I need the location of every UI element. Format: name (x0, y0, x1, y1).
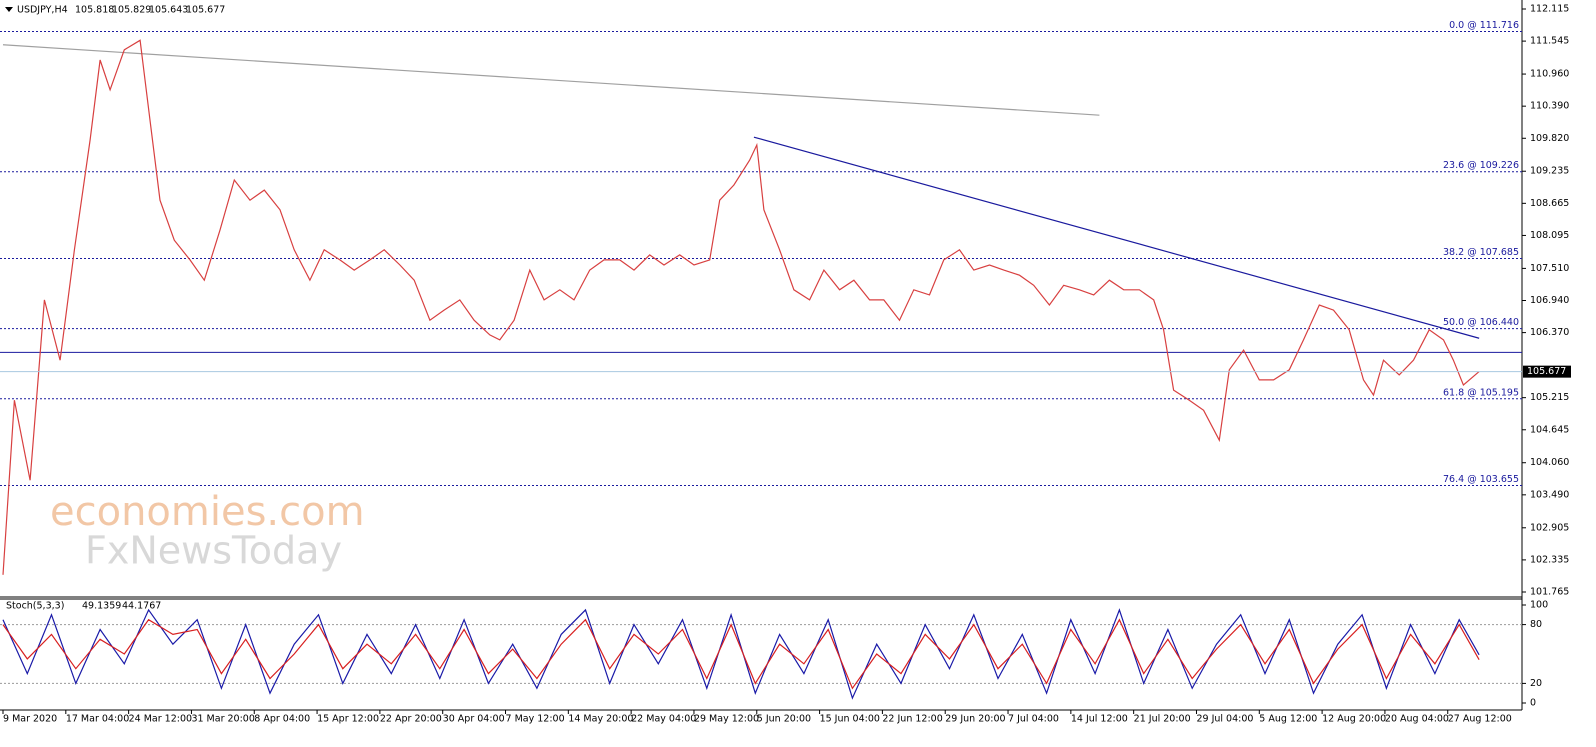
level-label: 61.8 @ 105.195 (1443, 387, 1519, 398)
y-tick-label: 102.905 (1530, 522, 1569, 533)
y-tick-label: 0 (1530, 698, 1536, 709)
x-tick-label: 27 Aug 12:00 (1448, 714, 1512, 725)
y-tick-label: 80 (1530, 619, 1542, 630)
x-tick-label: 5 Jun 20:00 (757, 714, 811, 725)
y-tick-label: 110.390 (1530, 101, 1569, 112)
y-tick-label: 108.095 (1530, 230, 1569, 241)
y-tick-label: 20 (1530, 678, 1542, 689)
x-tick-label: 9 Mar 2020 (3, 714, 57, 725)
y-tick-label: 106.940 (1530, 295, 1569, 306)
symbol: USDJPY,H4 (17, 5, 68, 16)
current-price-box (1523, 365, 1571, 378)
x-tick-label: 8 Apr 04:00 (254, 714, 310, 725)
watermark: economies.com (50, 489, 365, 535)
y-tick-label: 108.665 (1530, 198, 1569, 209)
ohlc: 105.677 (186, 5, 225, 16)
y-tick-label: 107.510 (1530, 263, 1569, 274)
x-tick-label: 24 Mar 12:00 (129, 714, 192, 725)
x-tick-label: 29 Jul 04:00 (1196, 714, 1253, 725)
series-line (2, 39, 1480, 575)
x-tick-label: 31 Mar 20:00 (191, 714, 254, 725)
watermark: FxNewsToday (85, 529, 342, 573)
x-tick-label: 7 May 12:00 (506, 714, 565, 725)
y-tick-label: 104.645 (1530, 424, 1569, 435)
x-tick-label: 7 Jul 04:00 (1008, 714, 1059, 725)
y-tick-label: 112.115 (1530, 4, 1569, 15)
x-tick-label: 14 Jul 12:00 (1071, 714, 1128, 725)
y-tick-label: 100 (1530, 600, 1548, 611)
trendline (753, 136, 1480, 339)
x-tick-label: 30 Apr 04:00 (443, 714, 505, 725)
level-label: 0.0 @ 111.716 (1449, 20, 1519, 31)
y-tick-label: 109.235 (1530, 166, 1569, 177)
indicator-value: 49.1359 (82, 601, 121, 612)
trendline (2, 44, 1100, 116)
x-tick-label: 29 May 12:00 (694, 714, 759, 725)
y-tick-label: 103.490 (1530, 489, 1569, 500)
x-tick-label: 5 Aug 12:00 (1259, 714, 1317, 725)
x-tick-label: 14 May 20:00 (568, 714, 633, 725)
y-tick-label: 111.545 (1530, 36, 1569, 47)
x-tick-label: 12 Aug 20:00 (1322, 714, 1386, 725)
x-tick-label: 22 Apr 20:00 (380, 714, 442, 725)
x-tick-label: 22 Jun 12:00 (882, 714, 942, 725)
level-label: 38.2 @ 107.685 (1443, 247, 1519, 258)
y-tick-label: 110.960 (1530, 69, 1569, 80)
ohlc: 105.818 (75, 5, 114, 16)
indicator-name: Stoch(5,3,3) (6, 601, 64, 612)
x-tick-label: 29 Jun 20:00 (945, 714, 1005, 725)
y-tick-label: 105.215 (1530, 392, 1569, 403)
x-tick-label: 22 May 04:00 (631, 714, 696, 725)
x-tick-label: 21 Jul 20:00 (1134, 714, 1191, 725)
y-tick-label: 109.820 (1530, 133, 1569, 144)
level-label: 23.6 @ 109.226 (1443, 160, 1519, 171)
x-tick-label: 20 Aug 04:00 (1385, 714, 1449, 725)
ohlc: 105.643 (149, 5, 188, 16)
current-price-label: 105.677 (1527, 366, 1566, 377)
header-icon (5, 7, 13, 12)
y-tick-label: 106.370 (1530, 327, 1569, 338)
indicator-value: 44.1767 (122, 601, 161, 612)
y-tick-label: 101.765 (1530, 587, 1569, 598)
ohlc: 105.829 (112, 5, 151, 16)
y-tick-label: 102.335 (1530, 554, 1569, 565)
x-tick-label: 15 Jun 04:00 (820, 714, 880, 725)
series-line (2, 618, 1480, 690)
x-tick-label: 17 Mar 04:00 (66, 714, 129, 725)
level-label: 50.0 @ 106.440 (1443, 317, 1519, 328)
y-tick-label: 104.060 (1530, 457, 1569, 468)
level-label: 76.4 @ 103.655 (1443, 474, 1519, 485)
x-tick-label: 15 Apr 12:00 (317, 714, 379, 725)
